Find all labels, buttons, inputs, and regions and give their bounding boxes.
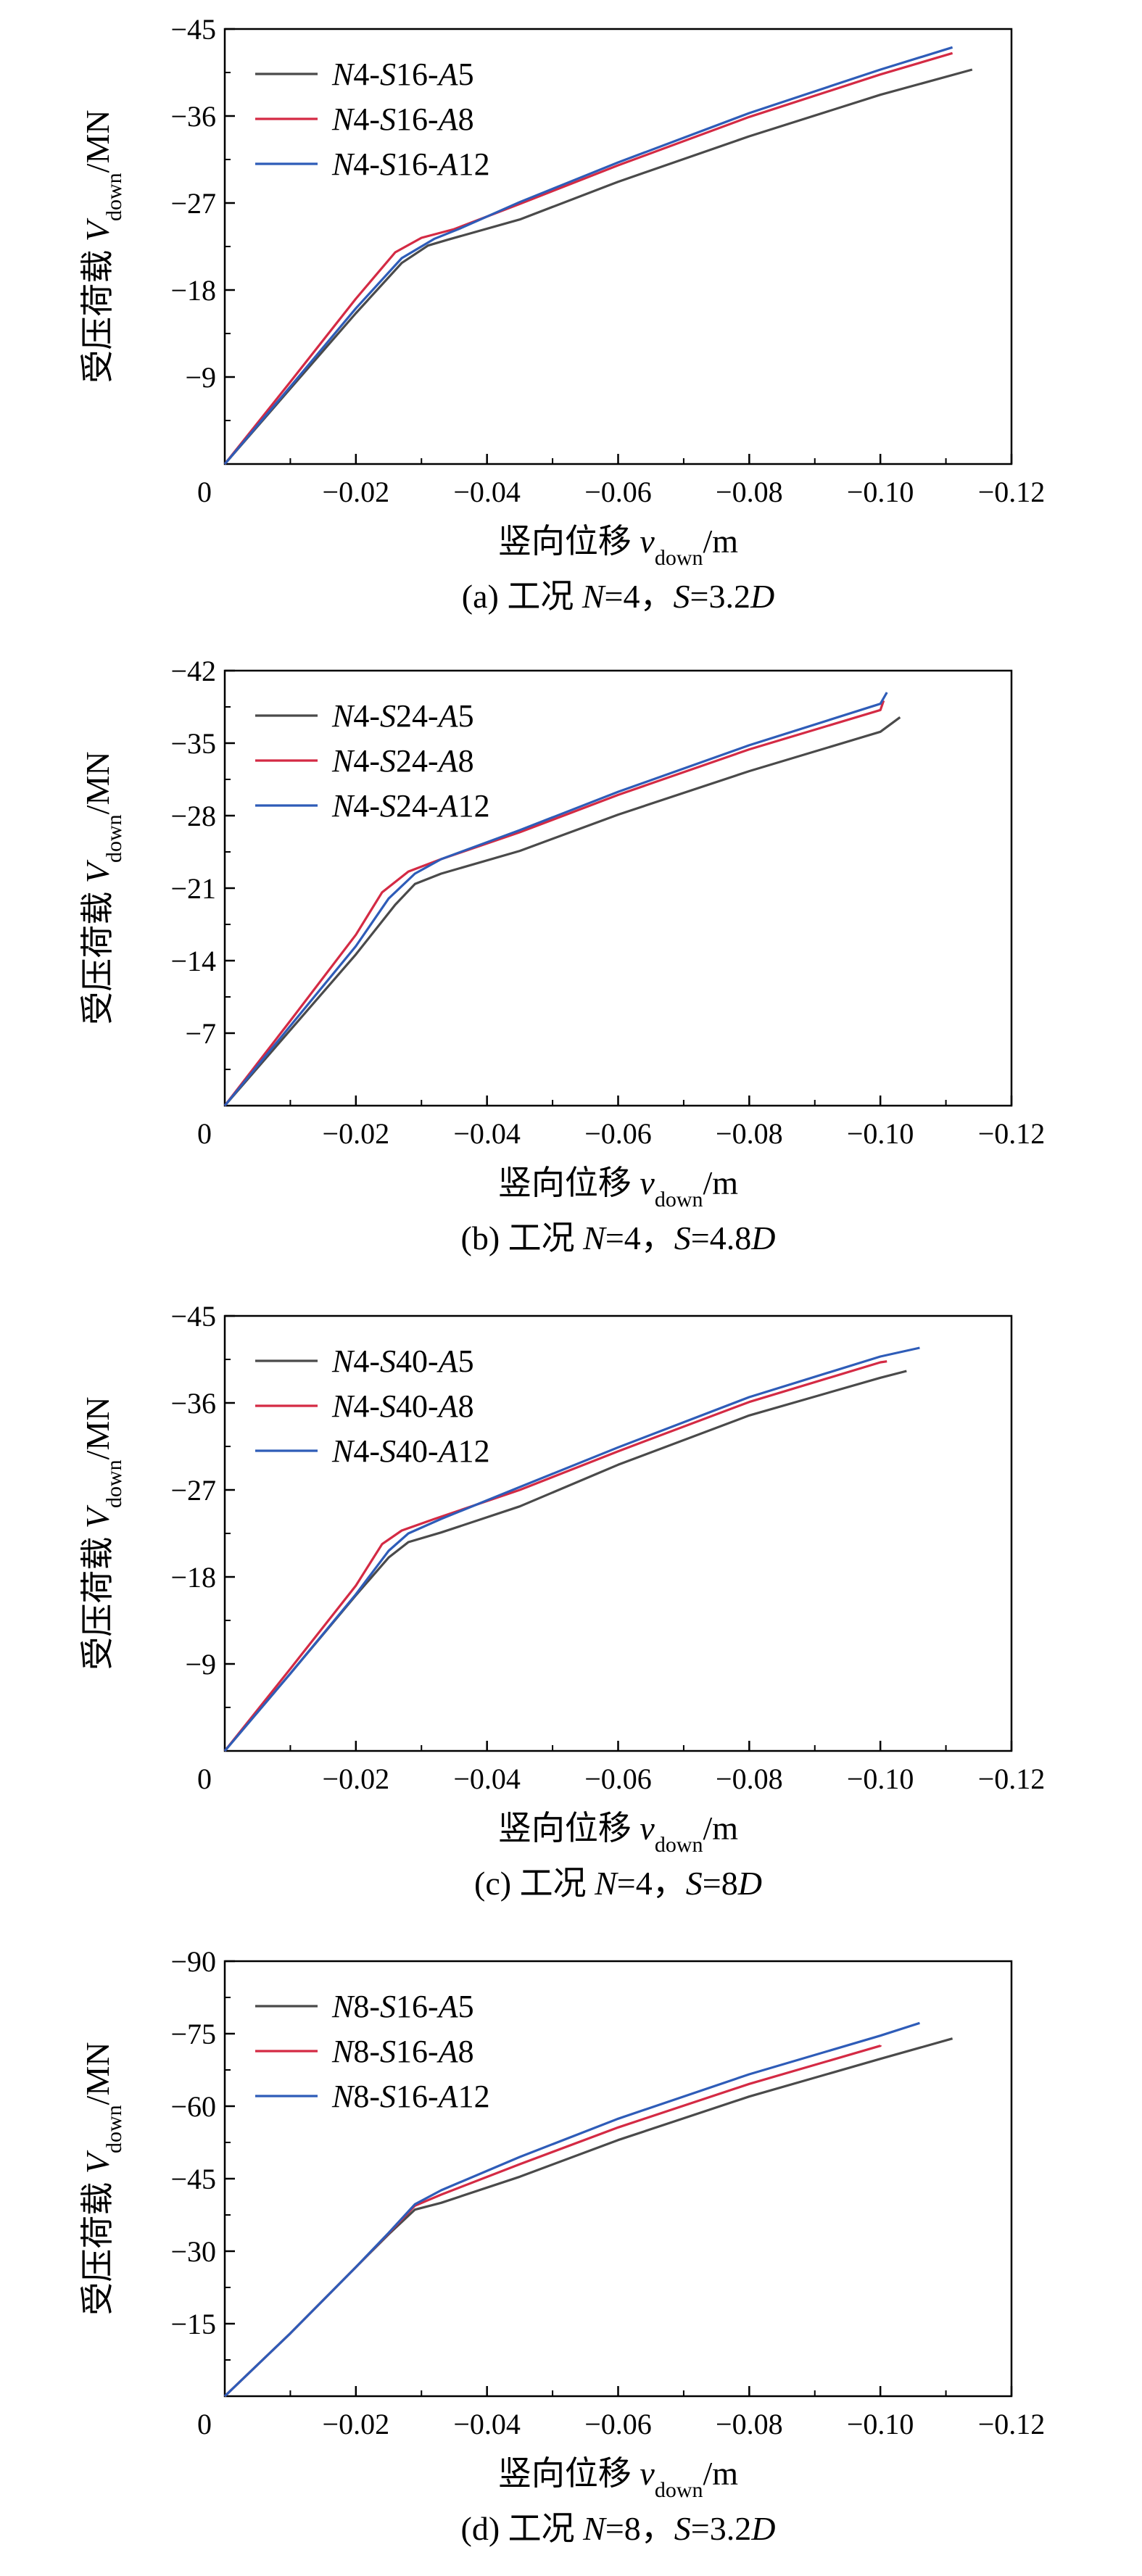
y-axis-title: 受压荷载 Vdown/MN (79, 1396, 126, 1670)
series-line-N4-S40-A8 (223, 1360, 887, 1752)
x-tick-label: −0.04 (453, 2408, 521, 2440)
x-tick-label: −0.12 (978, 2408, 1046, 2440)
y-tick-label: −28 (170, 800, 216, 832)
y-tick-label: −45 (170, 13, 216, 46)
y-tick-label: −90 (170, 1945, 216, 1978)
x-tick-label: −0.04 (453, 1763, 521, 1795)
panel-caption: (b) 工况 N=4，S=4.8D (461, 1219, 776, 1256)
series-line-N4-S24-A12 (223, 692, 888, 1107)
x-tick-label: −0.06 (584, 1763, 652, 1795)
legend-label: N8-S16-A5 (331, 1989, 474, 2024)
plot-frame (223, 669, 1013, 1107)
legend-label: N4-S40-A8 (331, 1388, 474, 1424)
panel-caption: (a) 工况 N=4，S=3.2D (462, 578, 774, 615)
legend-label: N4-S24-A5 (331, 698, 474, 734)
x-tick-label: −0.12 (978, 1117, 1046, 1150)
legend-label: N4-S16-A5 (331, 57, 474, 92)
legend: N8-S16-A5 N8-S16-A8 N8-S16-A12 (255, 1989, 490, 2114)
y-tick-label: −18 (170, 1561, 216, 1594)
x-tick-label: −0.08 (716, 1763, 783, 1795)
x-tick-label: −0.10 (847, 1117, 914, 1150)
plot-frame (223, 1960, 1013, 2398)
y-tick-label: −45 (170, 1300, 216, 1333)
legend-label: N4-S40-A5 (331, 1343, 474, 1379)
y-tick-label: −36 (170, 1387, 216, 1420)
series-line-N4-S40-A5 (223, 1370, 907, 1752)
legend-label: N8-S16-A8 (331, 2034, 474, 2069)
y-tick-label: −30 (170, 2235, 216, 2268)
x-tick-label: −0.08 (716, 476, 783, 508)
legend-label: N4-S24-A12 (331, 788, 490, 824)
legend-label: N4-S40-A12 (331, 1433, 490, 1469)
x-tick-label: −0.02 (323, 1763, 390, 1795)
x-tick-label: −0.02 (323, 476, 390, 508)
y-tick-label: −18 (170, 274, 216, 307)
series-line-N8-S16-A8 (223, 2045, 882, 2398)
y-tick-label: −75 (170, 2018, 216, 2050)
origin-label: 0 (197, 1763, 212, 1795)
x-tick-label: −0.12 (978, 1763, 1046, 1795)
x-axis-title: 竖向位移 vdown/m (498, 523, 738, 570)
plot-frame (223, 1314, 1013, 1752)
y-tick-label: −14 (170, 945, 216, 977)
x-tick-label: −0.08 (716, 2408, 783, 2440)
legend-label: N8-S16-A12 (331, 2079, 490, 2114)
x-axis-title: 竖向位移 vdown/m (498, 2455, 738, 2502)
x-tick-label: −0.08 (716, 1117, 783, 1150)
y-tick-label: −35 (170, 727, 216, 760)
legend-label: N4-S16-A12 (331, 146, 490, 182)
x-tick-label: −0.04 (453, 476, 521, 508)
x-tick-label: −0.04 (453, 1117, 521, 1150)
x-axis-title: 竖向位移 vdown/m (498, 1164, 738, 1212)
y-tick-label: −60 (170, 2090, 216, 2123)
y-tick-label: −7 (185, 1017, 216, 1050)
series-line-N4-S16-A8 (223, 51, 953, 465)
y-tick-label: −27 (170, 1474, 216, 1507)
x-tick-label: −0.10 (847, 2408, 914, 2440)
x-tick-label: −0.06 (584, 476, 652, 508)
origin-label: 0 (197, 2408, 212, 2440)
x-tick-label: −0.10 (847, 1763, 914, 1795)
y-tick-label: −27 (170, 187, 216, 220)
chart-panel-4: −0.02 −0.04 −0.06 −0.08 −0.10 −0.12 −15 −30 −45 −… (79, 1945, 1045, 2547)
legend: N4-S16-A5 N4-S16-A8 N4-S16-A12 (255, 57, 490, 182)
x-tick-label: −0.02 (323, 1117, 390, 1150)
series-line-N4-S24-A5 (223, 716, 901, 1107)
y-tick-label: −21 (170, 872, 216, 905)
chart-panel-3: −0.02 −0.04 −0.06 −0.08 −0.10 −0.12 −9 −18 −27 −3… (79, 1300, 1045, 1902)
y-tick-label: −45 (170, 2163, 216, 2195)
legend-label: N4-S24-A8 (331, 743, 474, 779)
panel-caption: (c) 工况 N=4，S=8D (474, 1865, 762, 1902)
chart-panel-2: −0.02 −0.04 −0.06 −0.08 −0.10 −0.12 −7 −14 −21 −2… (79, 655, 1045, 1256)
y-axis-title: 受压荷载 Vdown/MN (79, 751, 126, 1024)
y-tick-label: −15 (170, 2308, 216, 2340)
x-tick-label: −0.12 (978, 476, 1046, 508)
panel-caption: (d) 工况 N=8，S=3.2D (461, 2510, 776, 2547)
legend: N4-S40-A5 N4-S40-A8 N4-S40-A12 (255, 1343, 490, 1469)
series-line-N4-S16-A5 (223, 68, 973, 465)
plot-frame (223, 28, 1013, 465)
x-tick-label: −0.06 (584, 2408, 652, 2440)
series-line-N8-S16-A12 (223, 2021, 920, 2398)
y-tick-label: −9 (185, 361, 216, 394)
y-tick-label: −36 (170, 100, 216, 133)
origin-label: 0 (197, 476, 212, 508)
y-tick-label: −42 (170, 655, 216, 687)
x-tick-label: −0.02 (323, 2408, 390, 2440)
legend-label: N4-S16-A8 (331, 102, 474, 137)
y-axis-title: 受压荷载 Vdown/MN (79, 109, 126, 383)
x-tick-label: −0.10 (847, 476, 914, 508)
legend: N4-S24-A5 N4-S24-A8 N4-S24-A12 (255, 698, 490, 824)
series-line-N4-S40-A12 (223, 1346, 920, 1752)
x-axis-title: 竖向位移 vdown/m (498, 1810, 738, 1857)
series-line-N4-S16-A12 (223, 46, 953, 465)
chart-panel-1: −0.02 −0.04 −0.06 −0.08 −0.10 −0.12 −9 −18 −27 −3… (79, 13, 1045, 615)
x-tick-label: −0.06 (584, 1117, 652, 1150)
origin-label: 0 (197, 1117, 212, 1150)
y-tick-label: −9 (185, 1648, 216, 1681)
y-axis-title: 受压荷载 Vdown/MN (79, 2042, 126, 2315)
